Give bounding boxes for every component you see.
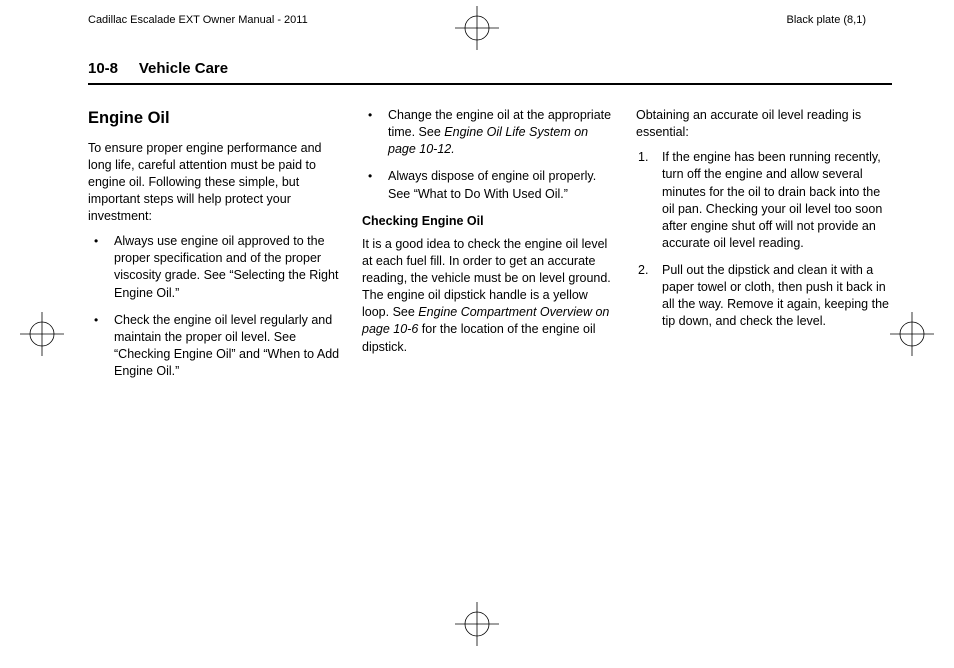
column-2: Change the engine oil at the appropriate…: [362, 107, 618, 390]
list-item: Pull out the dipstick and clean it with …: [636, 262, 892, 331]
list-item: Change the engine oil at the appropriate…: [362, 107, 618, 158]
list-item: Always use engine oil approved to the pr…: [88, 233, 344, 302]
header-left: Cadillac Escalade EXT Owner Manual - 201…: [88, 14, 308, 26]
checking-oil-heading: Checking Engine Oil: [362, 213, 618, 230]
col1-intro: To ensure proper engine performance and …: [88, 140, 344, 226]
registration-mark-top: [455, 6, 499, 50]
page-content: 10-8 Vehicle Care Engine Oil To ensure p…: [88, 60, 892, 606]
section-header: 10-8 Vehicle Care: [88, 60, 892, 85]
registration-mark-bottom: [455, 602, 499, 646]
column-3: Obtaining an accurate oil level reading …: [636, 107, 892, 390]
page-number: 10-8: [88, 60, 118, 77]
engine-oil-heading: Engine Oil: [88, 107, 344, 130]
section-title: Vehicle Care: [139, 60, 228, 77]
columns: Engine Oil To ensure proper engine perfo…: [88, 107, 892, 390]
registration-mark-right: [890, 312, 934, 356]
col2-para: It is a good idea to check the engine oi…: [362, 236, 618, 356]
col2-bullets: Change the engine oil at the appropriate…: [362, 107, 618, 203]
bullet-text: Always dispose of engine oil properly. S…: [388, 169, 596, 200]
header-right: Black plate (8,1): [787, 14, 866, 26]
registration-mark-left: [20, 312, 64, 356]
col3-intro: Obtaining an accurate oil level reading …: [636, 107, 892, 141]
list-item: If the engine has been running recently,…: [636, 149, 892, 252]
list-item: Always dispose of engine oil properly. S…: [362, 168, 618, 202]
list-item: Check the engine oil level regularly and…: [88, 312, 344, 381]
col3-list: If the engine has been running recently,…: [636, 149, 892, 330]
column-1: Engine Oil To ensure proper engine perfo…: [88, 107, 344, 390]
col1-bullets: Always use engine oil approved to the pr…: [88, 233, 344, 380]
